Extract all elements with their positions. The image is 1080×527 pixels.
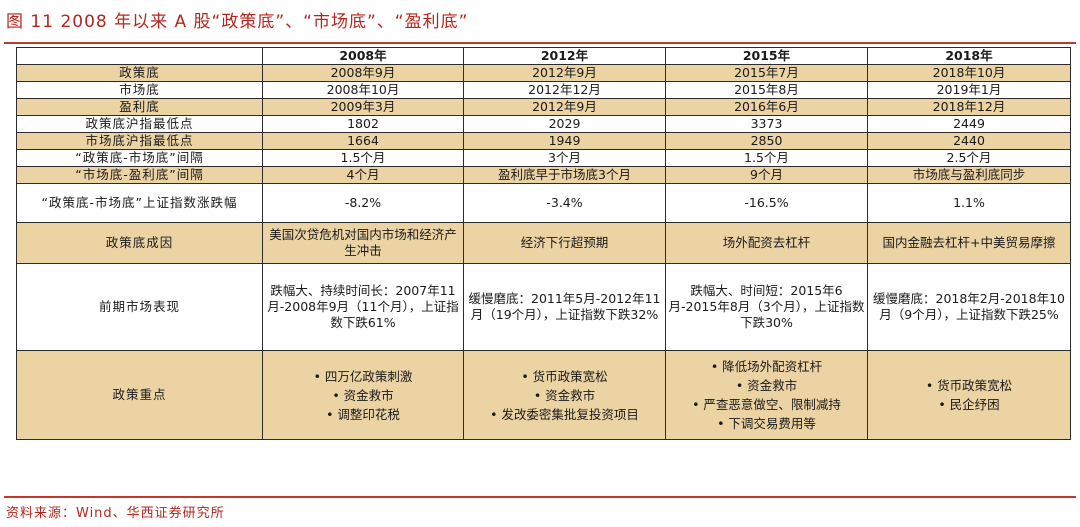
bullet-item: • 民企纾困 — [938, 397, 1000, 412]
row-label: 盈利底 — [16, 98, 263, 116]
table-cell: 2008年10月 — [262, 81, 464, 99]
bottom-rule — [4, 496, 1076, 498]
table-cell: 4个月 — [262, 166, 464, 184]
header-cell: 2018年 — [867, 47, 1071, 65]
row-label: 政策底成因 — [16, 222, 263, 264]
table-cell: 跌幅大、持续时间长：2007年11月-2008年9月（11个月），上证指数下跌6… — [262, 263, 464, 351]
table-cell: -16.5% — [665, 183, 868, 223]
header-cell — [16, 47, 263, 65]
table-cell: 跌幅大、时间短：2015年6月-2015年8月（3个月），上证指数下跌30% — [665, 263, 868, 351]
table-cell: 2012年9月 — [463, 64, 666, 82]
row-label: 政策底沪指最低点 — [16, 115, 263, 133]
table-cell: 3373 — [665, 115, 868, 133]
table-cell: 1.5个月 — [665, 149, 868, 167]
source-note: 资料来源：Wind、华西证券研究所 — [6, 506, 225, 521]
table-cell: 市场底与盈利底同步 — [867, 166, 1071, 184]
table-row: 政策底沪指最低点 1802 2029 3373 2449 — [16, 115, 1071, 133]
table-row: 政策重点 • 四万亿政策刺激 • 资金救市 • 调整印花税 • 货币政策宽松 •… — [16, 350, 1071, 440]
table-cell: 2012年12月 — [463, 81, 666, 99]
row-label: “市场底-盈利底”间隔 — [16, 166, 263, 184]
table-cell: 2029 — [463, 115, 666, 133]
table-cell: 1949 — [463, 132, 666, 150]
table-cell: 2019年1月 — [867, 81, 1071, 99]
top-rule — [4, 42, 1076, 44]
table-cell: • 货币政策宽松 • 民企纾困 — [867, 350, 1071, 440]
row-label: 市场底沪指最低点 — [16, 132, 263, 150]
table-cell: 盈利底早于市场底3个月 — [463, 166, 666, 184]
table-cell: 9个月 — [665, 166, 868, 184]
table-cell: 2012年9月 — [463, 98, 666, 116]
table-cell: 2850 — [665, 132, 868, 150]
table-cell: 缓慢磨底：2018年2月-2018年10月（9个月），上证指数下跌25% — [867, 263, 1071, 351]
table-cell: -3.4% — [463, 183, 666, 223]
table-row: 盈利底 2009年3月 2012年9月 2016年6月 2018年12月 — [16, 98, 1071, 116]
bullet-item: • 货币政策宽松 — [925, 378, 1013, 393]
table-cell: -8.2% — [262, 183, 464, 223]
table-row: “政策底-市场底”间隔 1.5个月 3个月 1.5个月 2.5个月 — [16, 149, 1071, 167]
bullet-item: • 下调交易费用等 — [717, 416, 816, 431]
table-cell: 2018年10月 — [867, 64, 1071, 82]
bullet-item: • 资金救市 — [735, 378, 798, 393]
bullet-item: • 四万亿政策刺激 — [313, 368, 413, 384]
table-cell: 2015年7月 — [665, 64, 868, 82]
row-label: “政策底-市场底”间隔 — [16, 149, 263, 167]
table-cell: 3个月 — [463, 149, 666, 167]
table-cell: 2016年6月 — [665, 98, 868, 116]
table-cell: 2015年8月 — [665, 81, 868, 99]
table-cell: 2018年12月 — [867, 98, 1071, 116]
table-row: 市场底沪指最低点 1664 1949 2850 2440 — [16, 132, 1071, 150]
table-cell: 经济下行超预期 — [463, 222, 666, 264]
header-cell: 2012年 — [463, 47, 666, 65]
row-label: 市场底 — [16, 81, 263, 99]
table-row: 前期市场表现 跌幅大、持续时间长：2007年11月-2008年9月（11个月），… — [16, 263, 1071, 351]
header-cell: 2008年 — [262, 47, 464, 65]
table-cell: 场外配资去杠杆 — [665, 222, 868, 264]
row-label: “政策底-市场底”上证指数涨跌幅 — [16, 183, 263, 223]
table-cell: • 四万亿政策刺激 • 资金救市 • 调整印花税 — [262, 350, 464, 440]
bullet-item: • 资金救市 — [533, 387, 596, 403]
table-row: “市场底-盈利底”间隔 4个月 盈利底早于市场底3个月 9个月 市场底与盈利底同… — [16, 166, 1071, 184]
bullet-item: • 资金救市 — [332, 387, 394, 403]
table-cell: 1802 — [262, 115, 464, 133]
policy-bottom-table: 2008年 2012年 2015年 2018年 政策底 2008年9月 2012… — [16, 47, 1071, 440]
table-cell: 美国次贷危机对国内市场和经济产生冲击 — [262, 222, 464, 264]
table-row: “政策底-市场底”上证指数涨跌幅 -8.2% -3.4% -16.5% 1.1% — [16, 183, 1071, 223]
table-cell: • 降低场外配资杠杆 • 资金救市 • 严查恶意做空、限制减持 • 下调交易费用… — [665, 350, 868, 440]
bullet-item: • 货币政策宽松 — [521, 368, 608, 384]
table-row: 市场底 2008年10月 2012年12月 2015年8月 2019年1月 — [16, 81, 1071, 99]
header-cell: 2015年 — [665, 47, 868, 65]
bullet-item: • 调整印花税 — [326, 406, 400, 422]
row-label: 政策底 — [16, 64, 263, 82]
table-cell: 缓慢磨底：2011年5月-2012年11月（19个月），上证指数下跌32% — [463, 263, 666, 351]
row-label: 政策重点 — [16, 350, 263, 440]
bullet-item: • 严查恶意做空、限制减持 — [692, 397, 841, 412]
bullet-item: • 发改委密集批复投资项目 — [490, 406, 639, 422]
table-cell: 1.5个月 — [262, 149, 464, 167]
table-cell: 2440 — [867, 132, 1071, 150]
table-cell: 1.1% — [867, 183, 1071, 223]
table-cell: 2449 — [867, 115, 1071, 133]
row-label: 前期市场表现 — [16, 263, 263, 351]
table-row: 政策底成因 美国次贷危机对国内市场和经济产生冲击 经济下行超预期 场外配资去杠杆… — [16, 222, 1071, 264]
table-header-row: 2008年 2012年 2015年 2018年 — [16, 47, 1071, 65]
table-cell: • 货币政策宽松 • 资金救市 • 发改委密集批复投资项目 — [463, 350, 666, 440]
table-cell: 国内金融去杠杆+中美贸易摩擦 — [867, 222, 1071, 264]
table-cell: 2008年9月 — [262, 64, 464, 82]
figure-title: 图 11 2008 年以来 A 股“政策底”、“市场底”、“盈利底” — [6, 12, 469, 32]
table-cell: 2.5个月 — [867, 149, 1071, 167]
table-cell: 2009年3月 — [262, 98, 464, 116]
bullet-item: • 降低场外配资杠杆 — [710, 359, 823, 374]
table-cell: 1664 — [262, 132, 464, 150]
table-row: 政策底 2008年9月 2012年9月 2015年7月 2018年10月 — [16, 64, 1071, 82]
